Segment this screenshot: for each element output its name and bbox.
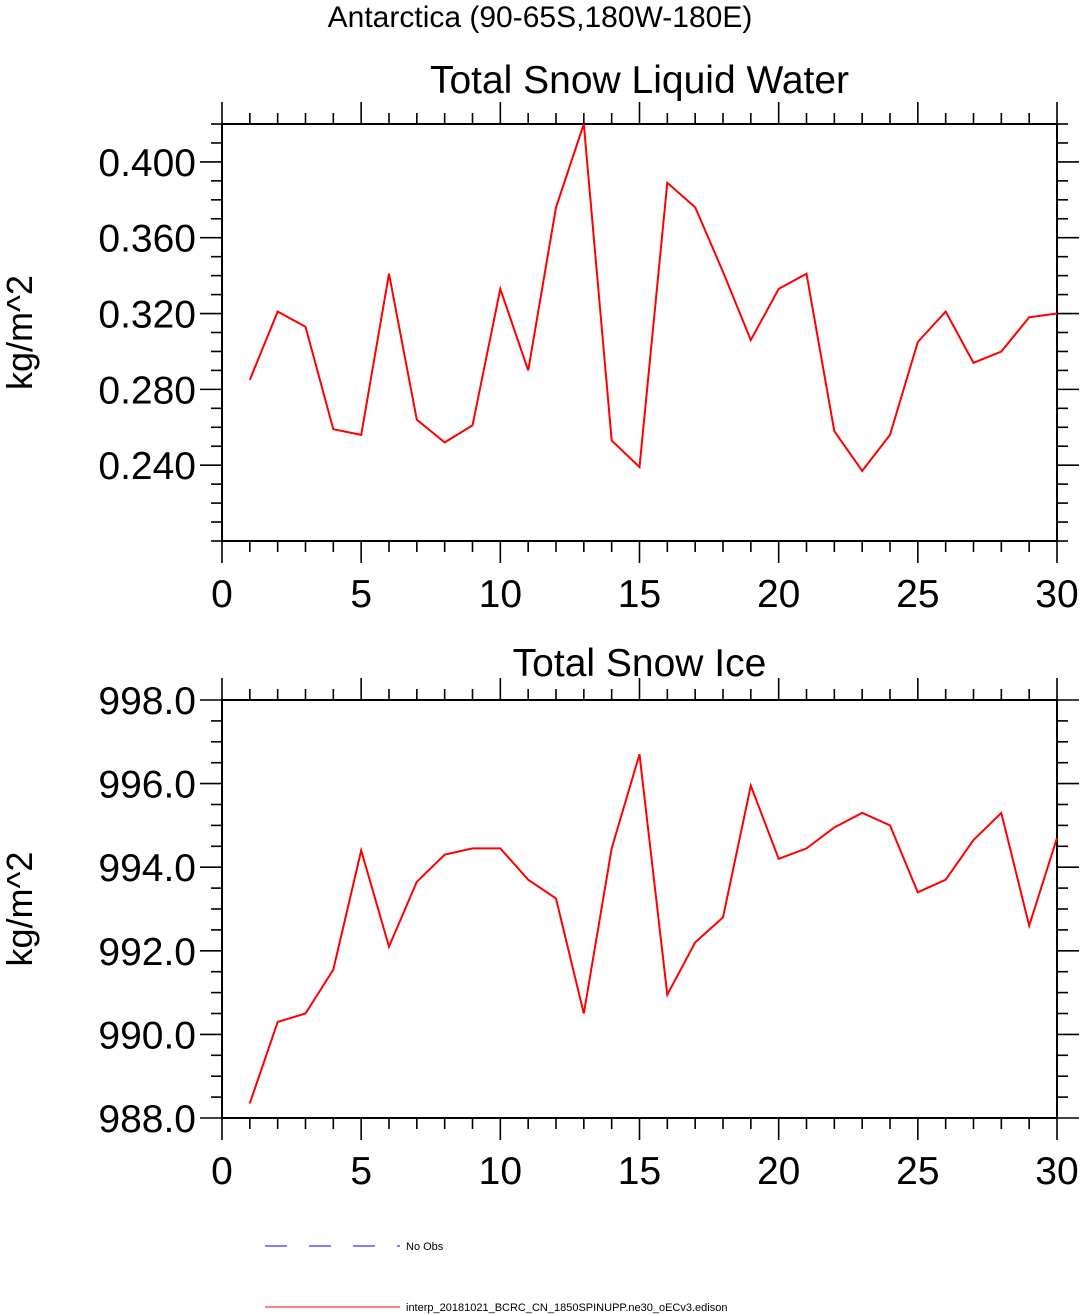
y-axis-label: kg/m^2: [0, 275, 40, 390]
x-tick-label: 15: [618, 573, 661, 616]
y-tick-label: 996.0: [98, 764, 196, 807]
y-tick-label: 990.0: [98, 1014, 196, 1057]
chart-title: Total Snow Ice: [513, 642, 767, 685]
legend-label-model: interp_20181021_BCRC_CN_1850SPINUPP.ne30…: [406, 1302, 727, 1314]
x-tick-label: 25: [896, 573, 939, 616]
chart-title: Total Snow Liquid Water: [430, 59, 849, 102]
plot-frame: [221, 123, 1058, 542]
x-tick-label: 5: [350, 573, 372, 616]
y-tick-label: 992.0: [98, 931, 196, 974]
x-tick-label: 25: [896, 1150, 939, 1193]
chart-total-snow-liquid-water: Total Snow Liquid Water kg/m^2 0 5 10 15 20 25 3…: [0, 59, 1079, 616]
y-tick-label: 994.0: [98, 847, 196, 890]
chart-total-snow-ice: Total Snow Ice kg/m^2 0 5 10 15 20 25 30 988.0 990…: [0, 642, 1079, 1193]
legend: No Obs interp_20181021_BCRC_CN_1850SPINU…: [265, 1241, 727, 1314]
x-tick-label: 15: [618, 1150, 661, 1193]
y-tick-label: 0.280: [98, 369, 196, 412]
x-tick-label: 30: [1035, 573, 1078, 616]
legend-label-no-obs: No Obs: [406, 1241, 444, 1253]
x-tick-label: 20: [757, 573, 800, 616]
x-tick-label: 5: [350, 1150, 372, 1193]
series-line: [248, 754, 1058, 1104]
y-tick-label: 988.0: [98, 1098, 196, 1141]
x-tick-label: 20: [757, 1150, 800, 1193]
x-tick-label: 10: [479, 573, 522, 616]
y-tick-label: 0.320: [98, 294, 196, 337]
x-tick-label: 0: [211, 573, 233, 616]
y-tick-label: 998.0: [98, 680, 196, 723]
x-tick-label: 10: [479, 1150, 522, 1193]
y-tick-label: 0.400: [98, 142, 196, 185]
series-line: [248, 123, 1058, 473]
y-axis-label: kg/m^2: [0, 852, 40, 967]
x-tick-label: 30: [1035, 1150, 1078, 1193]
x-tick-label: 0: [211, 1150, 233, 1193]
y-tick-label: 0.360: [98, 218, 196, 261]
page-title: Antarctica (90-65S,180W-180E): [328, 1, 753, 34]
y-tick-label: 0.240: [98, 445, 196, 488]
